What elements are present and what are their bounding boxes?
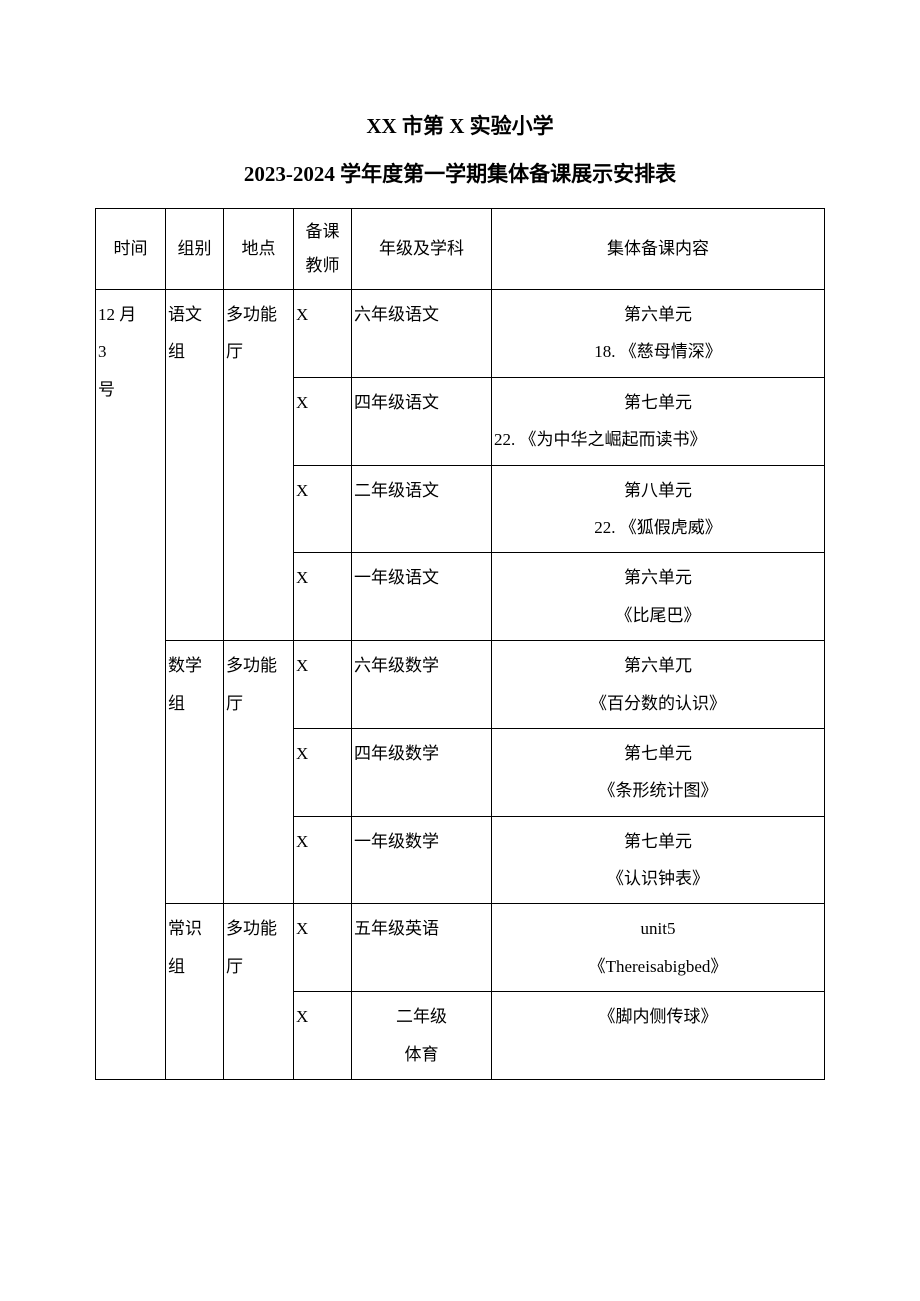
content-line2: 18. 《慈母情深》 — [494, 333, 822, 370]
table-row: 12 月 3 号 语文 组 多功能 厅 X 六年级语文 第六单元 — [96, 290, 825, 378]
group3-name-l1: 常识 — [168, 910, 202, 947]
cell-group-math: 数学 组 — [166, 641, 224, 904]
cell-grade: 六年级数学 — [352, 641, 492, 729]
table-row: 常识 组 多功能 厅 X 五年级英语 unit5 《Thereisabigbed… — [96, 904, 825, 992]
group2-name-l1: 数学 — [168, 647, 202, 684]
cell-teacher: X — [294, 290, 352, 378]
header-teacher-l1: 备课 — [306, 215, 340, 249]
content-line1: 《脚内侧传球》 — [494, 998, 822, 1035]
cell-content: 第七单元 《条形统计图》 — [492, 728, 825, 816]
cell-teacher: X — [294, 553, 352, 641]
cell-teacher: X — [294, 641, 352, 729]
group2-place-l2: 厅 — [226, 685, 243, 722]
content-line1: 第六单兀 — [494, 647, 822, 684]
group1-name-l1: 语文 — [168, 296, 202, 333]
cell-content: 第六单元 《比尾巴》 — [492, 553, 825, 641]
cell-teacher: X — [294, 728, 352, 816]
cell-grade: 一年级语文 — [352, 553, 492, 641]
content-line2: 《Thereisabigbed》 — [494, 948, 822, 985]
grade-l1: 二年级 — [354, 998, 489, 1035]
content-line1: 第七单元 — [494, 735, 822, 772]
time-l1: 12 月 — [98, 296, 136, 333]
grade-l2: 体育 — [354, 1036, 489, 1073]
content-line1: 第七单元 — [494, 384, 822, 421]
cell-teacher: X — [294, 465, 352, 553]
group3-place-l1: 多功能 — [226, 910, 277, 947]
cell-teacher: X — [294, 816, 352, 904]
cell-content: 第七单元 22. 《为中华之崛起而读书》 — [492, 377, 825, 465]
header-teacher-l2: 教师 — [306, 249, 340, 283]
cell-group-chinese: 语文 组 — [166, 290, 224, 641]
content-line2: 《条形统计图》 — [494, 772, 822, 809]
cell-group-general: 常识 组 — [166, 904, 224, 1080]
cell-place-general: 多功能 厅 — [224, 904, 294, 1080]
page-title-line2: 2023-2024 学年度第一学期集体备课展示安排表 — [95, 158, 825, 188]
time-l3: 号 — [98, 371, 115, 408]
table-header-row: 时间 组别 地点 备课 教师 年级及学科 集体备课内容 — [96, 209, 825, 290]
header-content: 集体备课内容 — [492, 209, 825, 290]
header-place: 地点 — [224, 209, 294, 290]
group1-place-l1: 多功能 — [226, 296, 277, 333]
table-row: 数学 组 多功能 厅 X 六年级数学 第六单兀 《百分数的认识》 — [96, 641, 825, 729]
cell-teacher: X — [294, 377, 352, 465]
cell-grade: 六年级语文 — [352, 290, 492, 378]
cell-grade: 一年级数学 — [352, 816, 492, 904]
content-line2: 22. 《为中华之崛起而读书》 — [494, 421, 822, 458]
group1-place-l2: 厅 — [226, 333, 243, 370]
group3-name-l2: 组 — [168, 948, 185, 985]
cell-place-math: 多功能 厅 — [224, 641, 294, 904]
cell-grade: 四年级语文 — [352, 377, 492, 465]
group2-place-l1: 多功能 — [226, 647, 277, 684]
content-line1: 第六单元 — [494, 559, 822, 596]
group2-name-l2: 组 — [168, 685, 185, 722]
cell-grade: 五年级英语 — [352, 904, 492, 992]
group3-place-l2: 厅 — [226, 948, 243, 985]
cell-grade: 四年级数学 — [352, 728, 492, 816]
content-line1: 第八单元 — [494, 472, 822, 509]
cell-time: 12 月 3 号 — [96, 290, 166, 1080]
cell-content: 《脚内侧传球》 — [492, 992, 825, 1080]
cell-content: 第七单元 《认识钟表》 — [492, 816, 825, 904]
cell-content: 第八单元 22. 《狐假虎威》 — [492, 465, 825, 553]
header-teacher: 备课 教师 — [294, 209, 352, 290]
header-grade: 年级及学科 — [352, 209, 492, 290]
header-group: 组别 — [166, 209, 224, 290]
group1-name-l2: 组 — [168, 333, 185, 370]
cell-teacher: X — [294, 992, 352, 1080]
schedule-table: 时间 组别 地点 备课 教师 年级及学科 集体备课内容 12 月 3 号 — [95, 208, 825, 1080]
cell-grade: 二年级 体育 — [352, 992, 492, 1080]
header-time: 时间 — [96, 209, 166, 290]
content-line1: 第六单元 — [494, 296, 822, 333]
content-line2: 22. 《狐假虎威》 — [494, 509, 822, 546]
content-line1: unit5 — [494, 910, 822, 947]
content-line2: 《百分数的认识》 — [494, 685, 822, 722]
content-line2: 《比尾巴》 — [494, 597, 822, 634]
cell-teacher: X — [294, 904, 352, 992]
content-line1: 第七单元 — [494, 823, 822, 860]
cell-content: unit5 《Thereisabigbed》 — [492, 904, 825, 992]
cell-place-chinese: 多功能 厅 — [224, 290, 294, 641]
page-title-line1: XX 市第 X 实验小学 — [95, 110, 825, 140]
content-line2: 《认识钟表》 — [494, 860, 822, 897]
cell-content: 第六单兀 《百分数的认识》 — [492, 641, 825, 729]
cell-grade: 二年级语文 — [352, 465, 492, 553]
cell-content: 第六单元 18. 《慈母情深》 — [492, 290, 825, 378]
time-l2: 3 — [98, 333, 107, 370]
